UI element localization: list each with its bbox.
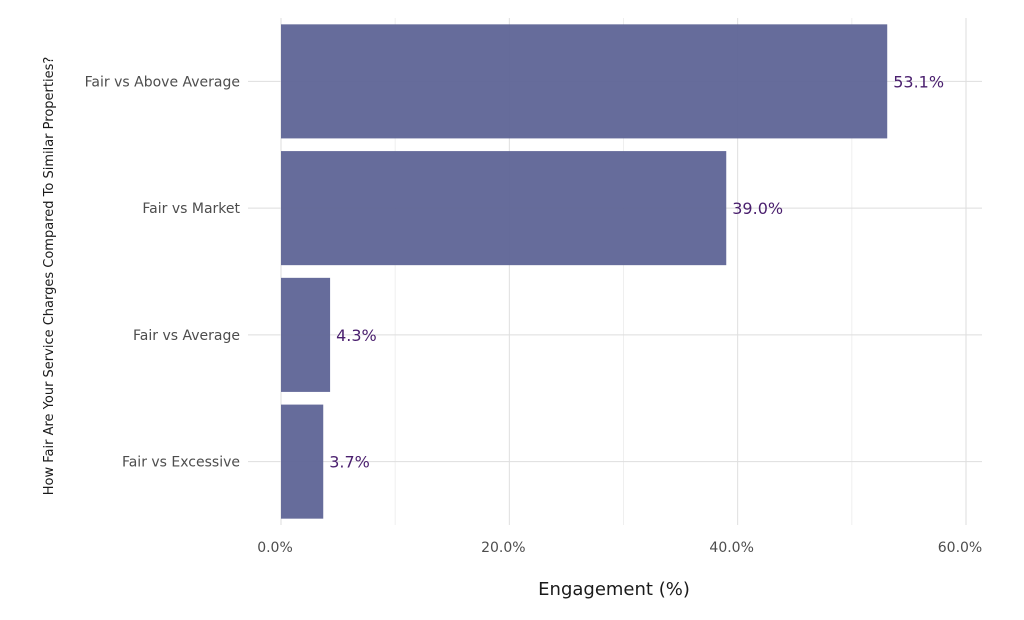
data-label: 53.1%	[893, 72, 944, 91]
y-tick-label: Fair vs Excessive	[122, 455, 240, 471]
y-tick-label: Fair vs Above Average	[85, 74, 240, 90]
x-tick-label: 60.0%	[938, 540, 982, 556]
y-axis-title: How Fair Are Your Service Charges Compar…	[42, 57, 57, 496]
data-label: 39.0%	[732, 199, 783, 218]
y-axis-ticks: Fair vs Above Average Fair vs Market Fair …	[85, 74, 241, 470]
bar	[281, 277, 331, 392]
x-tick-label: 40.0%	[709, 540, 753, 556]
data-label: 3.7%	[329, 453, 370, 472]
x-axis-ticks: 0.0% 20.0% 40.0% 60.0%	[257, 540, 982, 556]
bar	[281, 24, 888, 139]
bar	[281, 404, 324, 519]
y-tick-label: Fair vs Average	[133, 328, 240, 344]
data-label: 4.3%	[336, 326, 377, 345]
y-tick-label: Fair vs Market	[142, 201, 240, 217]
bars-group	[281, 24, 888, 519]
x-tick-label: 0.0%	[257, 540, 293, 556]
x-tick-label: 20.0%	[481, 540, 525, 556]
bar	[281, 151, 727, 266]
x-axis-title: Engagement (%)	[538, 579, 690, 600]
data-labels-group: 53.1% 39.0% 4.3% 3.7%	[329, 72, 944, 471]
